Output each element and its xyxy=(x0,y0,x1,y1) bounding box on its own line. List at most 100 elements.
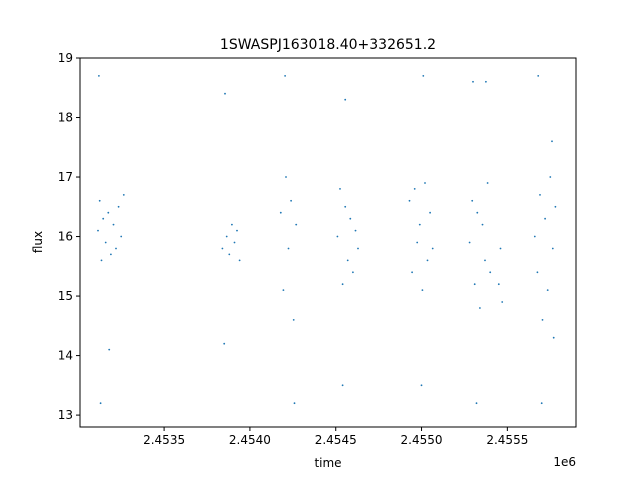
data-point xyxy=(537,75,540,77)
x-tick-label: 2.4535 xyxy=(143,433,185,447)
chart-title: 1SWASPJ163018.40+332651.2 xyxy=(220,37,436,53)
x-tick-label: 2.4550 xyxy=(401,433,443,447)
data-point xyxy=(485,80,487,83)
data-point xyxy=(551,140,553,143)
data-point xyxy=(549,176,552,178)
data-point xyxy=(426,259,429,262)
y-tick-label: 13 xyxy=(58,408,73,422)
x-tick-label: 2.4545 xyxy=(315,433,357,447)
data-point xyxy=(429,211,431,214)
data-point xyxy=(546,289,549,291)
data-point xyxy=(539,194,541,196)
data-point xyxy=(411,271,413,274)
data-point xyxy=(481,223,484,226)
data-point xyxy=(471,199,474,202)
data-point xyxy=(424,182,426,184)
data-point xyxy=(349,217,352,220)
data-point xyxy=(98,199,101,202)
data-point xyxy=(473,283,476,286)
y-axis-ticks: 13 14 15 16 17 18 19 xyxy=(58,51,80,422)
data-point xyxy=(292,319,295,321)
points-layer xyxy=(97,75,557,405)
data-point xyxy=(120,235,123,238)
data-point xyxy=(224,92,226,95)
data-point xyxy=(231,223,233,226)
data-point xyxy=(228,253,231,256)
data-point xyxy=(97,229,99,232)
data-point xyxy=(225,235,228,238)
data-point xyxy=(282,289,285,291)
data-point xyxy=(552,336,555,339)
data-point xyxy=(293,402,296,405)
data-point xyxy=(418,223,421,226)
x-tick-label: 2.4555 xyxy=(486,433,528,447)
data-point xyxy=(110,253,112,256)
data-point xyxy=(102,217,105,220)
data-point xyxy=(279,211,282,214)
data-point xyxy=(536,271,539,274)
y-tick-label: 16 xyxy=(58,230,73,244)
data-point xyxy=(431,247,434,250)
data-point xyxy=(408,199,411,202)
data-point xyxy=(284,75,286,77)
data-point xyxy=(421,289,424,291)
data-point xyxy=(290,199,292,202)
data-point xyxy=(541,319,544,321)
data-point xyxy=(499,247,502,250)
data-point xyxy=(344,205,347,208)
data-point xyxy=(554,205,557,208)
data-point xyxy=(112,223,115,226)
data-point xyxy=(115,247,117,250)
data-point xyxy=(413,188,416,190)
data-point xyxy=(486,182,489,184)
plot-frame xyxy=(79,57,577,428)
data-point xyxy=(285,176,287,178)
x-axis-ticks: 2.4535 2.4540 2.4545 2.4550 2.4555 xyxy=(143,427,528,447)
data-point xyxy=(422,75,425,77)
data-point xyxy=(544,217,546,220)
y-tick-label: 17 xyxy=(58,170,73,184)
data-point xyxy=(238,259,241,262)
data-point xyxy=(339,188,341,190)
y-tick-label: 19 xyxy=(58,51,73,65)
data-point xyxy=(416,241,419,244)
data-point xyxy=(420,384,423,387)
data-point xyxy=(98,75,100,77)
y-tick-label: 14 xyxy=(58,349,73,363)
data-point xyxy=(540,402,543,405)
data-point xyxy=(475,402,478,405)
data-point xyxy=(287,247,290,250)
x-axis-offset-label: 1e6 xyxy=(553,455,576,469)
data-point xyxy=(497,283,500,286)
x-axis-label: time xyxy=(314,456,341,470)
data-point xyxy=(233,241,236,244)
data-point xyxy=(336,235,339,238)
x-tick-label: 2.4540 xyxy=(229,433,271,447)
data-point xyxy=(117,205,120,208)
data-point xyxy=(295,223,298,226)
data-point xyxy=(122,194,125,196)
data-point xyxy=(341,283,344,286)
data-point xyxy=(104,241,107,244)
data-point xyxy=(100,259,103,262)
data-point xyxy=(476,211,479,214)
data-point xyxy=(108,348,111,351)
data-point xyxy=(107,211,110,214)
data-point xyxy=(479,307,481,309)
data-point xyxy=(346,259,349,262)
data-point xyxy=(236,229,238,232)
data-point xyxy=(357,247,359,250)
data-point xyxy=(468,241,471,244)
y-tick-label: 18 xyxy=(58,111,73,125)
y-tick-label: 15 xyxy=(58,289,73,303)
data-point xyxy=(223,342,226,345)
data-point xyxy=(344,98,347,101)
data-point xyxy=(533,235,536,238)
data-point xyxy=(489,271,492,274)
data-point xyxy=(551,247,554,250)
data-point xyxy=(501,301,504,303)
data-point xyxy=(352,271,354,274)
data-point xyxy=(354,229,357,232)
